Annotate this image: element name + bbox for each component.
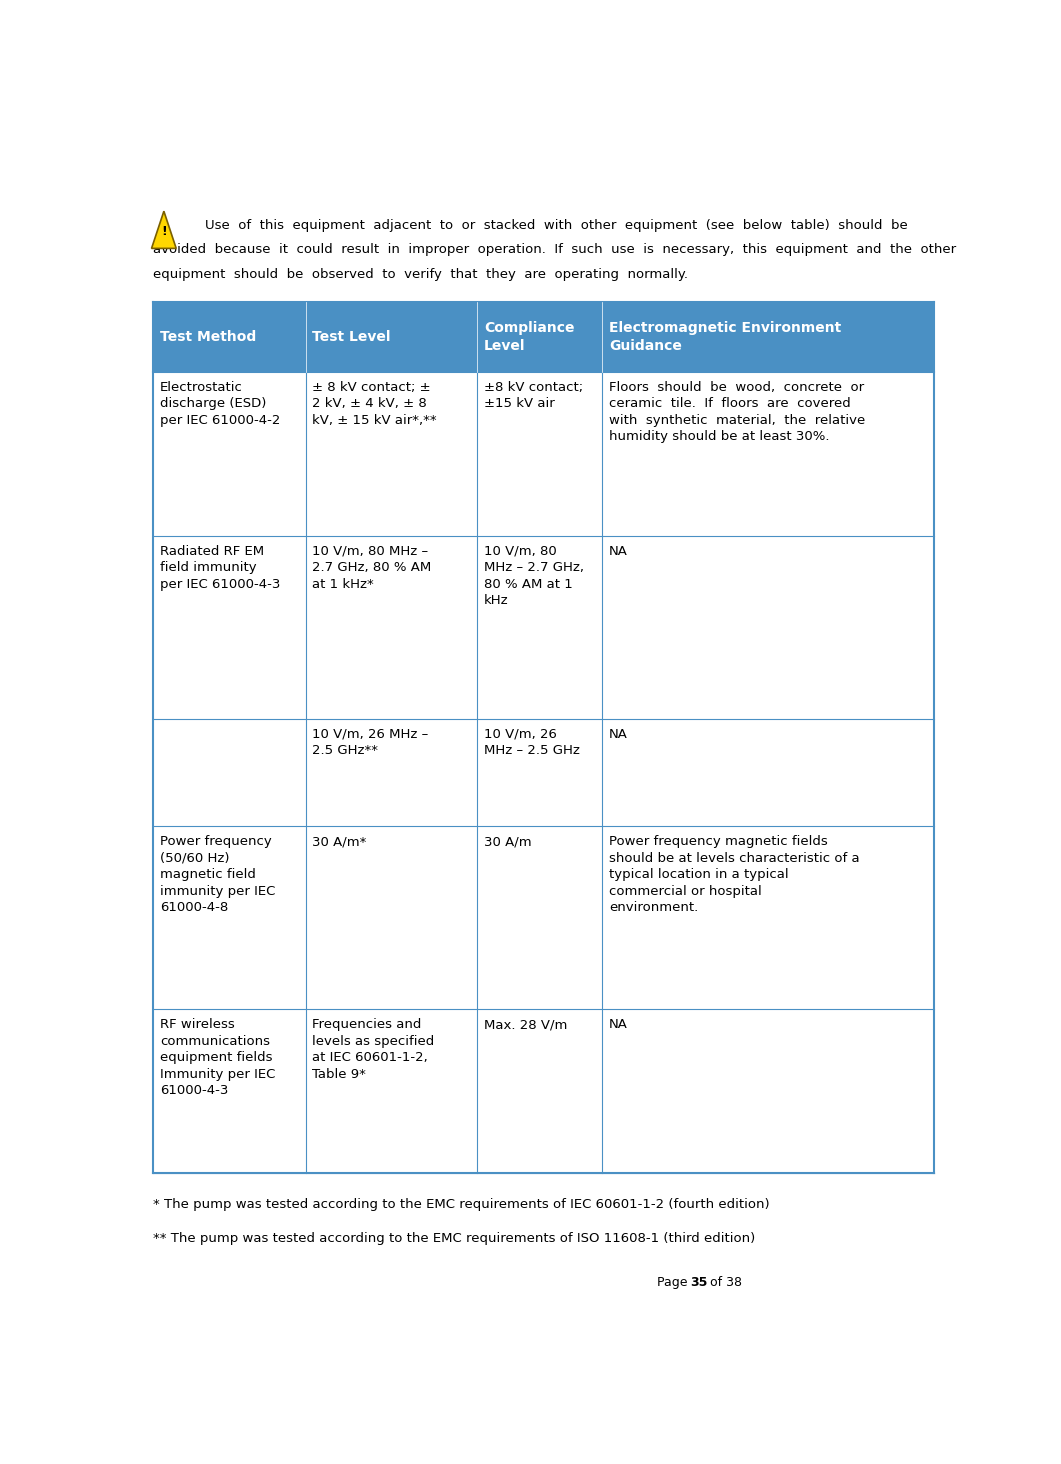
Text: Floors  should  be  wood,  concrete  or
ceramic  tile.  If  floors  are  covered: Floors should be wood, concrete or ceram… xyxy=(609,381,865,444)
Text: avoided  because  it  could  result  in  improper  operation.  If  such  use  is: avoided because it could result in impro… xyxy=(153,243,956,256)
Polygon shape xyxy=(152,211,176,249)
Text: Max. 28 V/m: Max. 28 V/m xyxy=(484,1019,568,1031)
Text: !: ! xyxy=(161,225,167,239)
Text: Electrostatic
discharge (ESD)
per IEC 61000-4-2: Electrostatic discharge (ESD) per IEC 61… xyxy=(160,381,280,427)
Text: 30 A/m*: 30 A/m* xyxy=(312,836,366,848)
Text: of 38: of 38 xyxy=(706,1277,742,1290)
Text: Page: Page xyxy=(657,1277,692,1290)
Text: 35: 35 xyxy=(690,1277,708,1290)
Text: ** The pump was tested according to the EMC requirements of ISO 11608-1 (third e: ** The pump was tested according to the … xyxy=(153,1231,755,1244)
Text: 10 V/m, 26 MHz –
2.5 GHz**: 10 V/m, 26 MHz – 2.5 GHz** xyxy=(312,728,429,757)
Text: Power frequency magnetic fields
should be at levels characteristic of a
typical : Power frequency magnetic fields should b… xyxy=(609,836,859,914)
Text: NA: NA xyxy=(609,728,628,741)
Text: Use  of  this  equipment  adjacent  to  or  stacked  with  other  equipment  (se: Use of this equipment adjacent to or sta… xyxy=(205,218,908,231)
Text: Electromagnetic Environment
Guidance: Electromagnetic Environment Guidance xyxy=(609,321,841,353)
Bar xyxy=(153,302,935,372)
Text: Test Level: Test Level xyxy=(312,329,390,344)
Text: 10 V/m, 80 MHz –
2.7 GHz, 80 % AM
at 1 kHz*: 10 V/m, 80 MHz – 2.7 GHz, 80 % AM at 1 k… xyxy=(312,545,432,591)
Text: equipment  should  be  observed  to  verify  that  they  are  operating  normall: equipment should be observed to verify t… xyxy=(153,268,689,281)
Text: Compliance
Level: Compliance Level xyxy=(484,321,574,353)
Text: RF wireless
communications
equipment fields
Immunity per IEC
61000-4-3: RF wireless communications equipment fie… xyxy=(160,1019,275,1097)
Text: 10 V/m, 26
MHz – 2.5 GHz: 10 V/m, 26 MHz – 2.5 GHz xyxy=(484,728,579,757)
Text: ± 8 kV contact; ±
2 kV, ± 4 kV, ± 8
kV, ± 15 kV air*,**: ± 8 kV contact; ± 2 kV, ± 4 kV, ± 8 kV, … xyxy=(312,381,437,427)
Text: Radiated RF EM
field immunity
per IEC 61000-4-3: Radiated RF EM field immunity per IEC 61… xyxy=(160,545,280,591)
Text: ±8 kV contact;
±15 kV air: ±8 kV contact; ±15 kV air xyxy=(484,381,584,410)
Text: Power frequency
(50/60 Hz)
magnetic field
immunity per IEC
61000-4-8: Power frequency (50/60 Hz) magnetic fiel… xyxy=(160,836,275,914)
Text: * The pump was tested according to the EMC requirements of IEC 60601-1-2 (fourth: * The pump was tested according to the E… xyxy=(153,1198,770,1211)
Text: 30 A/m: 30 A/m xyxy=(484,836,532,848)
Text: Test Method: Test Method xyxy=(160,329,256,344)
Text: Frequencies and
levels as specified
at IEC 60601-1-2,
Table 9*: Frequencies and levels as specified at I… xyxy=(312,1019,434,1080)
Text: NA: NA xyxy=(609,1019,628,1031)
Text: 10 V/m, 80
MHz – 2.7 GHz,
80 % AM at 1
kHz: 10 V/m, 80 MHz – 2.7 GHz, 80 % AM at 1 k… xyxy=(484,545,584,608)
Text: NA: NA xyxy=(609,545,628,558)
